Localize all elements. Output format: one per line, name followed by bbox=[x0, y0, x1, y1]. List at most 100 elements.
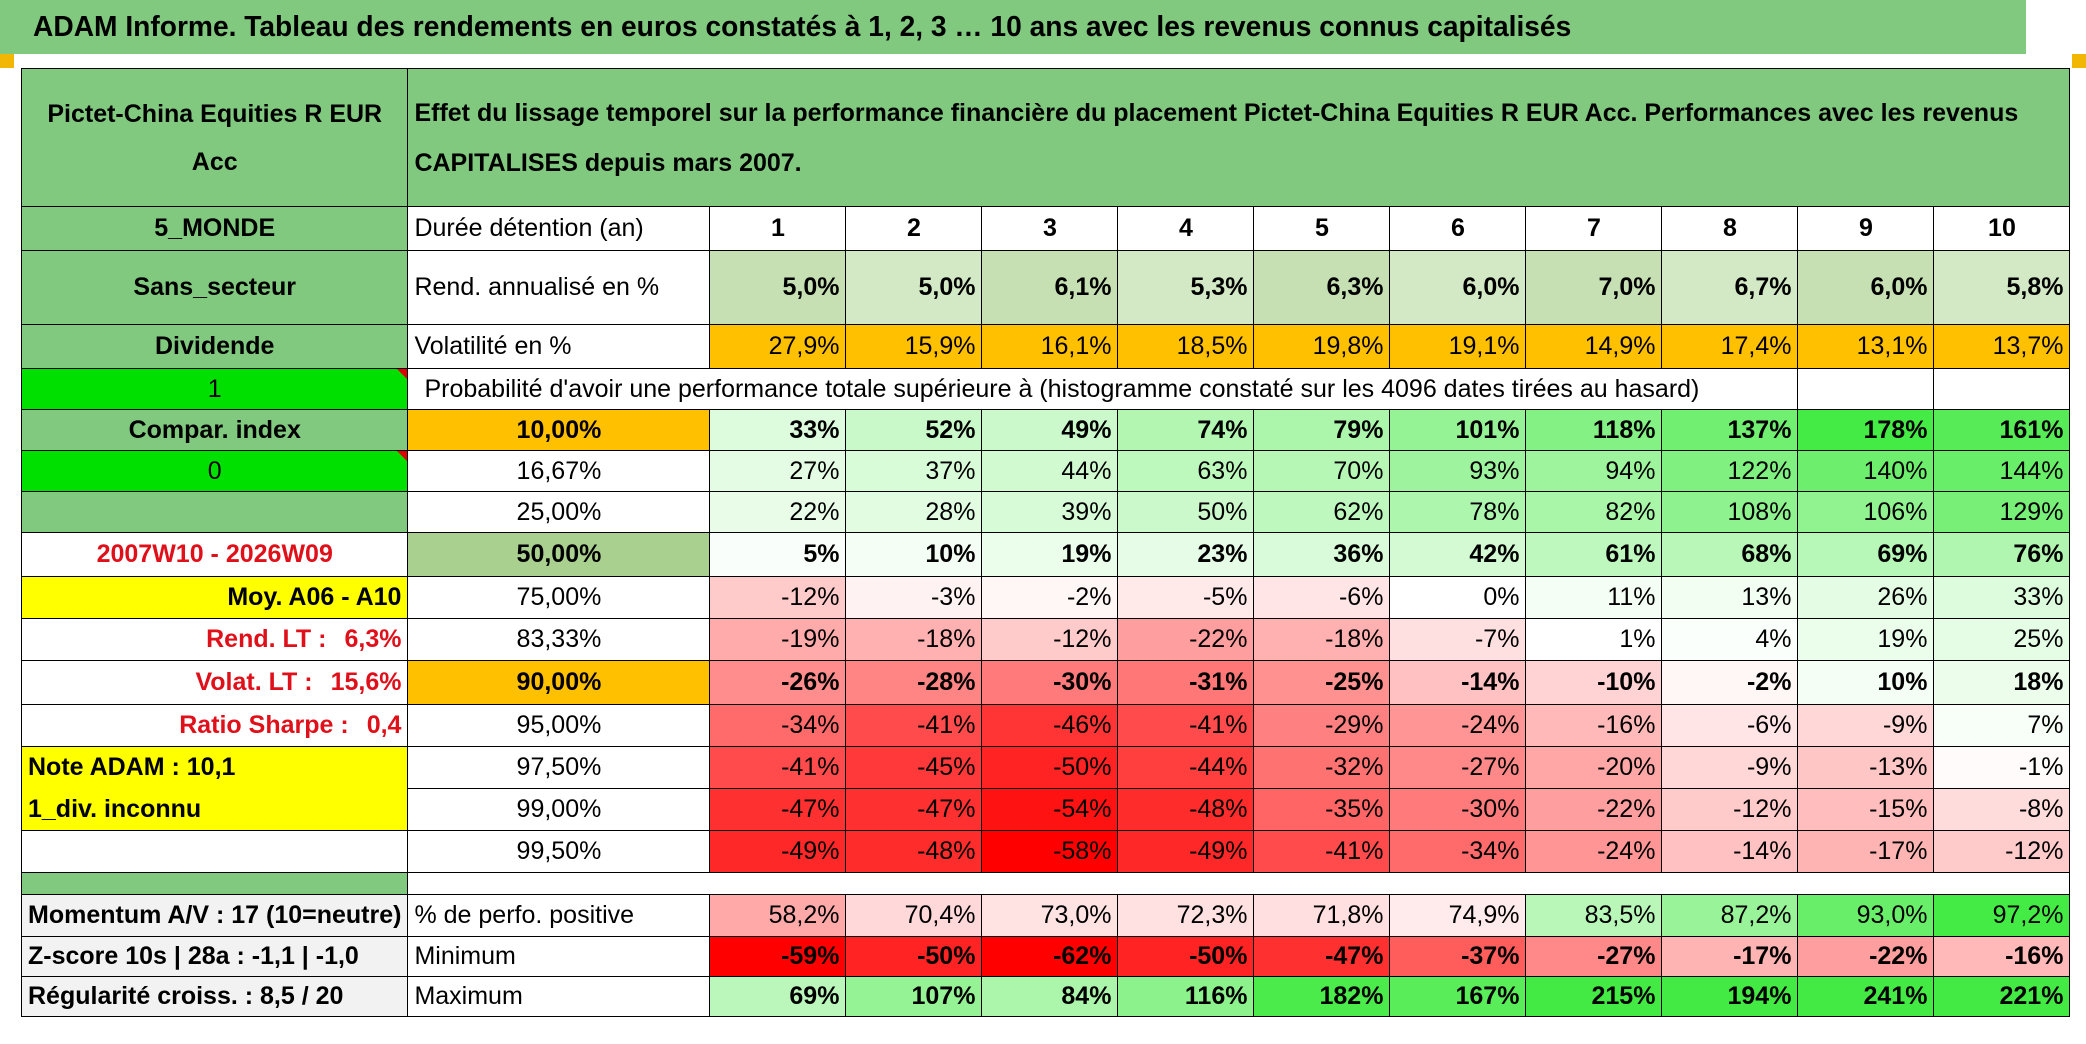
pct-pos-cell: 83,5% bbox=[1525, 894, 1663, 937]
spacer-cell bbox=[407, 872, 2071, 895]
quantile-cell: 82% bbox=[1525, 491, 1663, 533]
max-cell: 194% bbox=[1661, 976, 1799, 1017]
pct-positive-label: % de perfo. positive bbox=[407, 894, 711, 937]
quantile-cell: -12% bbox=[1933, 830, 2071, 873]
max-label: Maximum bbox=[407, 976, 711, 1017]
max-cell: 107% bbox=[845, 976, 983, 1017]
min-cell: -59% bbox=[709, 936, 847, 977]
quantile-cell: 11% bbox=[1525, 576, 1663, 619]
quantile-cell: 19% bbox=[981, 532, 1119, 577]
quantile-cell: 10% bbox=[1797, 660, 1935, 705]
rend-cell: 5,8% bbox=[1933, 250, 2071, 325]
rend-cell: 5,3% bbox=[1117, 250, 1255, 325]
quantile-label: 97,50% bbox=[407, 746, 711, 789]
quantile-cell: -2% bbox=[981, 576, 1119, 619]
min-cell: -27% bbox=[1525, 936, 1663, 977]
year-header: 1 bbox=[709, 206, 847, 251]
quantile-cell: 0% bbox=[1389, 576, 1527, 619]
pct-pos-cell: 71,8% bbox=[1253, 894, 1391, 937]
quantile-cell: -16% bbox=[1525, 704, 1663, 747]
quantile-cell: -44% bbox=[1117, 746, 1255, 789]
quantile-cell: -18% bbox=[845, 618, 983, 661]
quantile-cell: 27% bbox=[709, 450, 847, 492]
quantile-cell: 69% bbox=[1797, 532, 1935, 577]
corner-marker-icon bbox=[2072, 54, 2086, 68]
max-cell: 182% bbox=[1253, 976, 1391, 1017]
pct-pos-cell: 97,2% bbox=[1933, 894, 2071, 937]
quantile-cell: -15% bbox=[1797, 788, 1935, 831]
quantile-label: 10,00% bbox=[407, 409, 711, 451]
quantile-cell: 25% bbox=[1933, 618, 2071, 661]
zscore-label: Z-score 10s | 28a : -1,1 | -1,0 bbox=[20, 936, 409, 977]
min-cell: -17% bbox=[1661, 936, 1799, 977]
year-header: 6 bbox=[1389, 206, 1527, 251]
compar-index-value: 0 bbox=[20, 450, 409, 492]
spacer-cell bbox=[20, 872, 409, 895]
rend-cell: 6,1% bbox=[981, 250, 1119, 325]
quantile-cell: -45% bbox=[845, 746, 983, 789]
vol-cell: 13,7% bbox=[1933, 324, 2071, 369]
min-cell: -16% bbox=[1933, 936, 2071, 977]
quantile-cell: 78% bbox=[1389, 491, 1527, 533]
max-cell: 215% bbox=[1525, 976, 1663, 1017]
quantile-cell: -10% bbox=[1525, 660, 1663, 705]
quantile-cell: 122% bbox=[1661, 450, 1799, 492]
vol-cell: 13,1% bbox=[1797, 324, 1935, 369]
max-cell: 241% bbox=[1797, 976, 1935, 1017]
quantile-cell: 42% bbox=[1389, 532, 1527, 577]
quantile-cell: 62% bbox=[1253, 491, 1391, 533]
quantile-cell: -6% bbox=[1253, 576, 1391, 619]
quantile-cell: -17% bbox=[1797, 830, 1935, 873]
quantile-cell: -41% bbox=[845, 704, 983, 747]
rend-cell: 5,0% bbox=[845, 250, 983, 325]
min-label: Minimum bbox=[407, 936, 711, 977]
vol-cell: 19,1% bbox=[1389, 324, 1527, 369]
year-header: 7 bbox=[1525, 206, 1663, 251]
quantile-label: 50,00% bbox=[407, 532, 711, 577]
quantile-cell: 36% bbox=[1253, 532, 1391, 577]
pct-pos-cell: 74,9% bbox=[1389, 894, 1527, 937]
moy-label: Moy. A06 - A10 bbox=[20, 576, 409, 619]
dividend-label: Dividende bbox=[20, 324, 409, 369]
compar-index-label: Compar. index bbox=[20, 409, 409, 451]
quantile-label: 16,67% bbox=[407, 450, 711, 492]
quantile-cell: 70% bbox=[1253, 450, 1391, 492]
quantile-cell: -29% bbox=[1253, 704, 1391, 747]
year-header: 4 bbox=[1117, 206, 1255, 251]
empty-cell bbox=[1933, 368, 2071, 410]
quantile-cell: -2% bbox=[1661, 660, 1799, 705]
vol-cell: 18,5% bbox=[1117, 324, 1255, 369]
quantile-cell: -32% bbox=[1253, 746, 1391, 789]
rend-lt: Rend. LT : 6,3% bbox=[20, 618, 409, 661]
min-cell: -47% bbox=[1253, 936, 1391, 977]
quantile-cell: -14% bbox=[1661, 830, 1799, 873]
quantile-cell: -12% bbox=[1661, 788, 1799, 831]
min-cell: -37% bbox=[1389, 936, 1527, 977]
quantile-cell: -26% bbox=[709, 660, 847, 705]
duration-label: Durée détention (an) bbox=[407, 206, 711, 251]
max-cell: 116% bbox=[1117, 976, 1255, 1017]
quantile-cell: 49% bbox=[981, 409, 1119, 451]
quantile-cell: -25% bbox=[1253, 660, 1391, 705]
fund-name: Pictet-China Equities R EUR Acc bbox=[20, 68, 409, 207]
quantile-cell: 76% bbox=[1933, 532, 2071, 577]
quantile-cell: 137% bbox=[1661, 409, 1799, 451]
quantile-cell: 44% bbox=[981, 450, 1119, 492]
year-header: 10 bbox=[1933, 206, 2071, 251]
quantile-cell: 52% bbox=[845, 409, 983, 451]
quantile-cell: 4% bbox=[1661, 618, 1799, 661]
quantile-cell: 19% bbox=[1797, 618, 1935, 661]
vol-cell: 14,9% bbox=[1525, 324, 1663, 369]
quantile-label: 95,00% bbox=[407, 704, 711, 747]
quantile-label: 83,33% bbox=[407, 618, 711, 661]
quantile-cell: 178% bbox=[1797, 409, 1935, 451]
vol-cell: 27,9% bbox=[709, 324, 847, 369]
quantile-cell: -13% bbox=[1797, 746, 1935, 789]
quantile-cell: 61% bbox=[1525, 532, 1663, 577]
empty-cell bbox=[1797, 368, 1935, 410]
fund-description: Effet du lissage temporel sur la perform… bbox=[407, 68, 2071, 207]
quantile-cell: 101% bbox=[1389, 409, 1527, 451]
quantile-cell: -58% bbox=[981, 830, 1119, 873]
quantile-cell: 118% bbox=[1525, 409, 1663, 451]
quantile-cell: -22% bbox=[1525, 788, 1663, 831]
